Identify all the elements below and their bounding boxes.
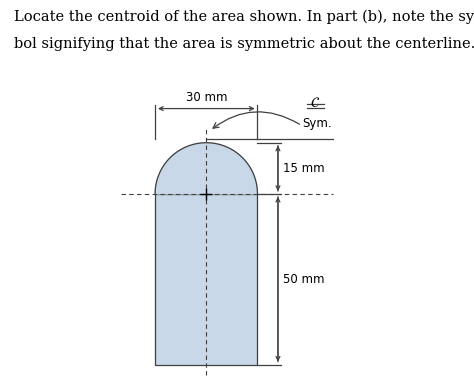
Text: Sym.: Sym. <box>302 117 332 130</box>
Text: Locate the centroid of the area shown. In part (b), note the sym-: Locate the centroid of the area shown. I… <box>14 10 474 24</box>
Text: $\mathcal{C}$: $\mathcal{C}$ <box>310 96 320 110</box>
Polygon shape <box>155 143 257 194</box>
Text: 50 mm: 50 mm <box>283 273 325 286</box>
Text: 30 mm: 30 mm <box>185 92 227 104</box>
Text: 15 mm: 15 mm <box>283 162 325 175</box>
Bar <box>155 194 257 365</box>
Text: bol signifying that the area is symmetric about the centerline.: bol signifying that the area is symmetri… <box>14 37 474 50</box>
